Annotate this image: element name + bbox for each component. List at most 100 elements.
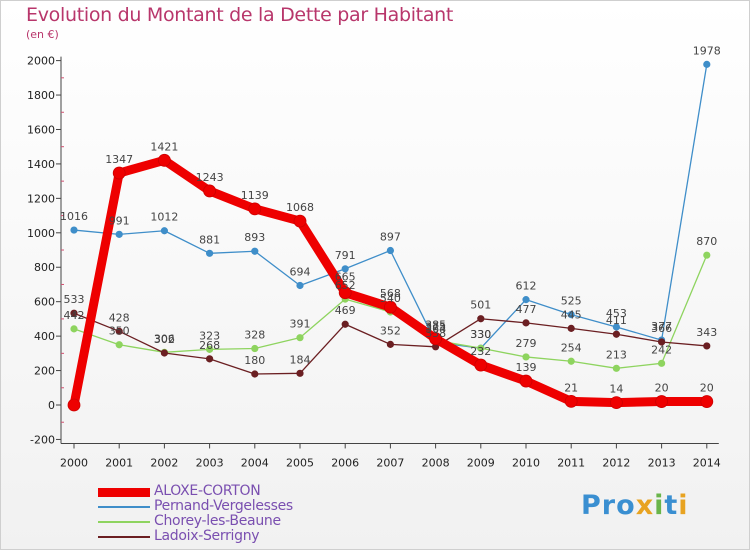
series-point-2 (522, 353, 530, 361)
data-label: 352 (380, 324, 401, 337)
data-label: 323 (199, 329, 220, 342)
data-label: 442 (64, 309, 85, 322)
data-label: 330 (470, 328, 491, 341)
x-tick-label: 2014 (693, 456, 721, 469)
chart-title: Evolution du Montant de la Dette par Hab… (26, 4, 454, 26)
series-point-2 (703, 251, 711, 259)
data-label: 391 (290, 318, 311, 331)
series-point-1 (612, 323, 621, 331)
series-point-0 (383, 300, 397, 314)
series-point-1 (70, 226, 78, 234)
data-label: 1347 (105, 153, 133, 166)
data-label: 184 (290, 353, 311, 366)
data-label: 453 (606, 307, 627, 320)
data-label: 328 (244, 329, 265, 342)
data-label: 477 (516, 303, 537, 316)
x-tick-label: 2000 (60, 456, 88, 469)
logo-letter: r (601, 490, 617, 521)
data-label: 306 (154, 332, 175, 345)
series-point-0 (610, 396, 623, 409)
series-point-3 (612, 330, 621, 338)
series-point-3 (522, 319, 530, 327)
x-tick-label: 2010 (512, 456, 540, 469)
series-point-0 (655, 395, 668, 408)
data-label: 991 (109, 214, 130, 227)
data-label: 652 (335, 279, 356, 292)
series-point-0 (112, 166, 126, 180)
series-point-2 (296, 334, 304, 342)
data-label: 501 (470, 299, 491, 312)
y-tick-label: 800 (34, 261, 55, 274)
data-label: 665 (335, 270, 356, 283)
data-label: 180 (244, 354, 265, 367)
series-point-0 (293, 214, 307, 228)
x-tick-label: 2003 (196, 456, 224, 469)
x-tick-label: 2001 (105, 456, 133, 469)
data-label: 232 (470, 345, 491, 358)
data-label: 254 (561, 341, 582, 354)
series-point-2 (70, 325, 78, 333)
series-point-1 (703, 60, 711, 68)
data-label: 338 (425, 327, 446, 340)
data-label: 893 (244, 231, 265, 244)
x-tick-label: 2012 (602, 456, 630, 469)
series-point-2 (567, 357, 575, 365)
data-label: 881 (199, 233, 220, 246)
x-tick-label: 2008 (422, 456, 450, 469)
series-point-3 (206, 355, 214, 363)
series-point-3 (567, 324, 575, 332)
series-point-1 (341, 265, 349, 273)
series-point-0 (67, 398, 81, 412)
series-point-1 (251, 247, 259, 255)
data-label: 1068 (286, 201, 314, 214)
series-point-0 (248, 202, 262, 216)
series-point-1 (567, 310, 575, 319)
data-label: 1421 (150, 140, 178, 153)
data-label: 469 (335, 304, 356, 317)
logo-letter: P (581, 490, 602, 521)
y-tick-label: 2000 (27, 55, 55, 68)
data-label: 445 (561, 308, 582, 321)
series-point-3 (386, 340, 394, 348)
data-label: 14 (609, 383, 623, 396)
data-label: 385 (425, 319, 446, 332)
series-point-3 (70, 309, 78, 317)
series-point-3 (160, 349, 168, 357)
y-tick-label: 0 (48, 399, 55, 412)
series-point-3 (115, 327, 123, 335)
logo-letter: x (635, 490, 655, 521)
data-label: 1978 (693, 44, 721, 57)
series-point-3 (657, 338, 666, 346)
series-point-2 (477, 344, 485, 352)
data-label: 1243 (196, 171, 224, 184)
series-point-2 (612, 364, 621, 372)
x-tick-label: 2006 (331, 456, 359, 469)
data-label: 242 (651, 343, 672, 356)
data-label: 330 (470, 328, 491, 341)
legend-label: Pernand-Vergelesses (154, 498, 293, 514)
data-label: 302 (154, 333, 175, 346)
y-tick-label: 1200 (27, 192, 55, 205)
proxiti-logo: Proxiti (581, 490, 689, 521)
legend-swatch (98, 506, 150, 508)
legend-label: Chorey-les-Beaune (154, 513, 281, 529)
series-point-1 (160, 227, 168, 235)
series-point-2 (251, 344, 259, 353)
data-label: 533 (64, 293, 85, 306)
series-point-0 (700, 395, 714, 408)
x-tick-label: 2011 (557, 456, 585, 469)
data-label: 1016 (60, 210, 88, 223)
data-label: 343 (696, 326, 717, 339)
series-point-3 (251, 370, 259, 378)
series-point-1 (115, 230, 123, 238)
series-point-0 (519, 374, 533, 388)
data-label: 377 (651, 320, 672, 333)
y-tick-label: 1600 (27, 123, 55, 136)
series-point-1 (386, 246, 394, 255)
unit-label: (en €) (26, 28, 59, 41)
series-line-0 (69, 155, 712, 410)
logo-letter: i (654, 490, 665, 521)
series-point-0 (429, 332, 443, 346)
